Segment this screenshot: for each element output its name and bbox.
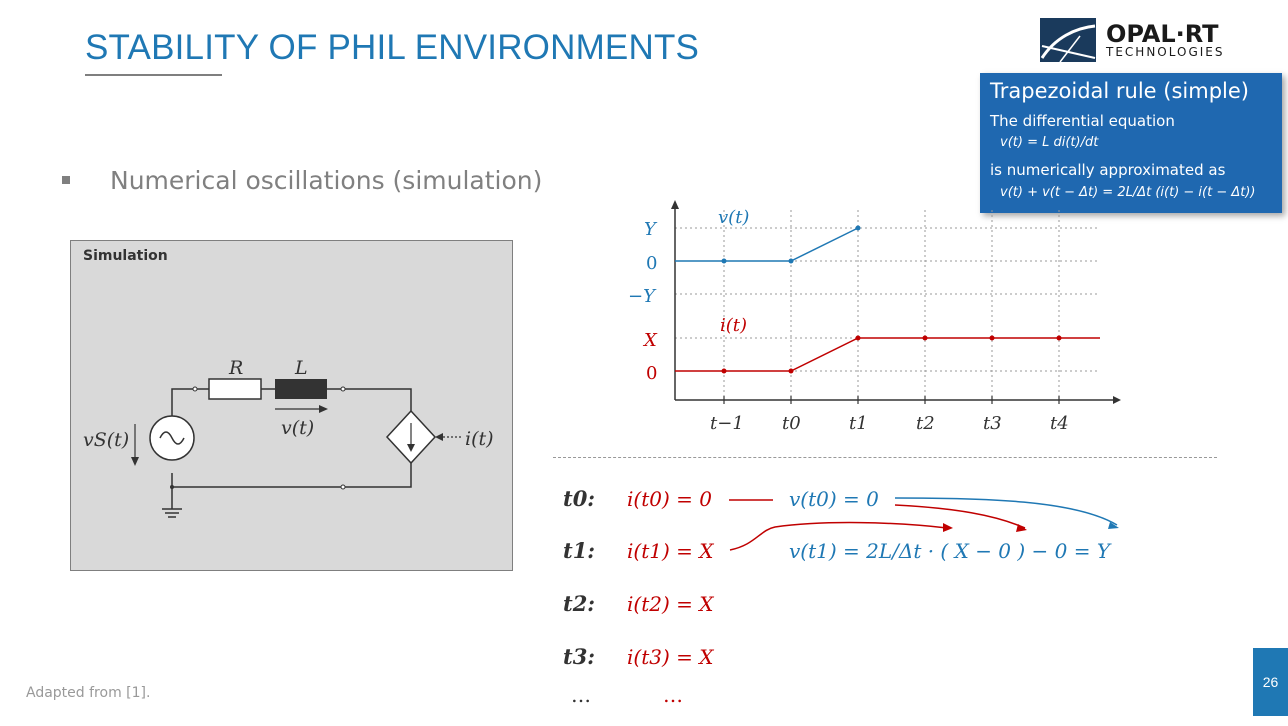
citation-footer: Adapted from [1]. (26, 685, 151, 701)
y-tick-zero: 0 (646, 253, 657, 274)
info-box-line1: The differential equation (990, 112, 1175, 130)
i-point (922, 335, 928, 341)
y-tick-Y: Y (644, 219, 658, 240)
eq-i: i(t0) = 0 (627, 487, 712, 511)
trapezoidal-rule-box: Trapezoidal rule (simple) The differenti… (980, 73, 1282, 213)
ellipsis-label: … (571, 683, 591, 707)
y-tick-neg-Y: −Y (628, 286, 657, 307)
v-series-label: v(t) (718, 207, 749, 228)
y-tick-X: X (642, 330, 658, 351)
i-point (855, 335, 861, 341)
info-box-eq1: v(t) = L di(t)/dt (1000, 135, 1099, 150)
t-tick: t−1 (710, 413, 744, 434)
t-tick: t3 (983, 413, 1002, 434)
svg-text:OPAL·RT: OPAL·RT (1106, 20, 1219, 48)
slide-title: STABILITY OF PHIL ENVIRONMENTS (85, 28, 700, 67)
inductor-voltage-label: v(t) (281, 417, 314, 439)
info-box-title: Trapezoidal rule (simple) (990, 79, 1249, 103)
arrow-v0-to-zero (894, 497, 1118, 526)
title-underline (85, 74, 222, 76)
page-number: 26 (1253, 648, 1288, 716)
section-divider (553, 457, 1217, 458)
inductor-label: L (294, 357, 308, 379)
resistor-label: R (228, 357, 243, 379)
eq-i: i(t3) = X (627, 645, 714, 669)
eq-i: i(t1) = X (627, 539, 714, 563)
v-series-line (675, 227, 859, 262)
y-tick-zero-i: 0 (646, 363, 657, 384)
resistor-icon (208, 378, 262, 400)
svg-text:TECHNOLOGIES: TECHNOLOGIES (1105, 45, 1224, 59)
eq-v: v(t0) = 0 (789, 487, 879, 511)
inductor-icon (275, 379, 327, 399)
waveform-plot: v(t) i(t) Y 0 −Y X 0 t−1 t0 t1 t2 t3 t4 (628, 200, 1121, 434)
simulation-panel: Simulation R L (70, 240, 513, 571)
eq-row-label: t0: (563, 486, 595, 511)
eq-row-label: t2: (563, 591, 595, 616)
simulation-label: Simulation (83, 248, 168, 264)
current-label: i(t) (465, 428, 494, 450)
i-series-line (675, 337, 1100, 372)
t-tick: t1 (849, 413, 868, 434)
t-tick: t0 (782, 413, 801, 434)
circuit-diagram: R L vS(t) v(t) i(t) (83, 357, 494, 518)
i-point (721, 368, 727, 374)
eq-row-label: t3: (563, 644, 595, 669)
i-point (989, 335, 995, 341)
eq-v: v(t1) = 2L/Δt · ( X − 0 ) − 0 = Y (789, 539, 1112, 563)
eq-row-label: t1: (563, 538, 595, 563)
v-point (788, 258, 794, 264)
info-box-eq2: v(t) + v(t − Δt) = 2L/Δt (i(t) − i(t − Δ… (1000, 185, 1256, 200)
t-tick: t2 (916, 413, 935, 434)
source-voltage-label: vS(t) (83, 429, 129, 451)
bullet-marker (62, 176, 70, 184)
eq-i: i(t2) = X (627, 592, 714, 616)
bullet-text: Numerical oscillations (simulation) (110, 166, 543, 195)
arrow-i-to-x (729, 521, 948, 551)
i-point (788, 368, 794, 374)
arrow-i0-to-zero (894, 504, 1026, 529)
v-point (855, 225, 861, 231)
ellipsis-value: … (663, 683, 683, 707)
v-point (721, 258, 727, 264)
i-series-label: i(t) (720, 315, 747, 336)
opal-rt-logo: OPAL·RT TECHNOLOGIES (1040, 18, 1224, 63)
t-tick: t4 (1050, 413, 1069, 434)
equation-block: t0: t1: t2: t3: i(t0) = 0 i(t1) = X i(t2… (563, 486, 1119, 707)
info-box-line2: is numerically approximated as (990, 161, 1226, 179)
i-point (1056, 335, 1062, 341)
